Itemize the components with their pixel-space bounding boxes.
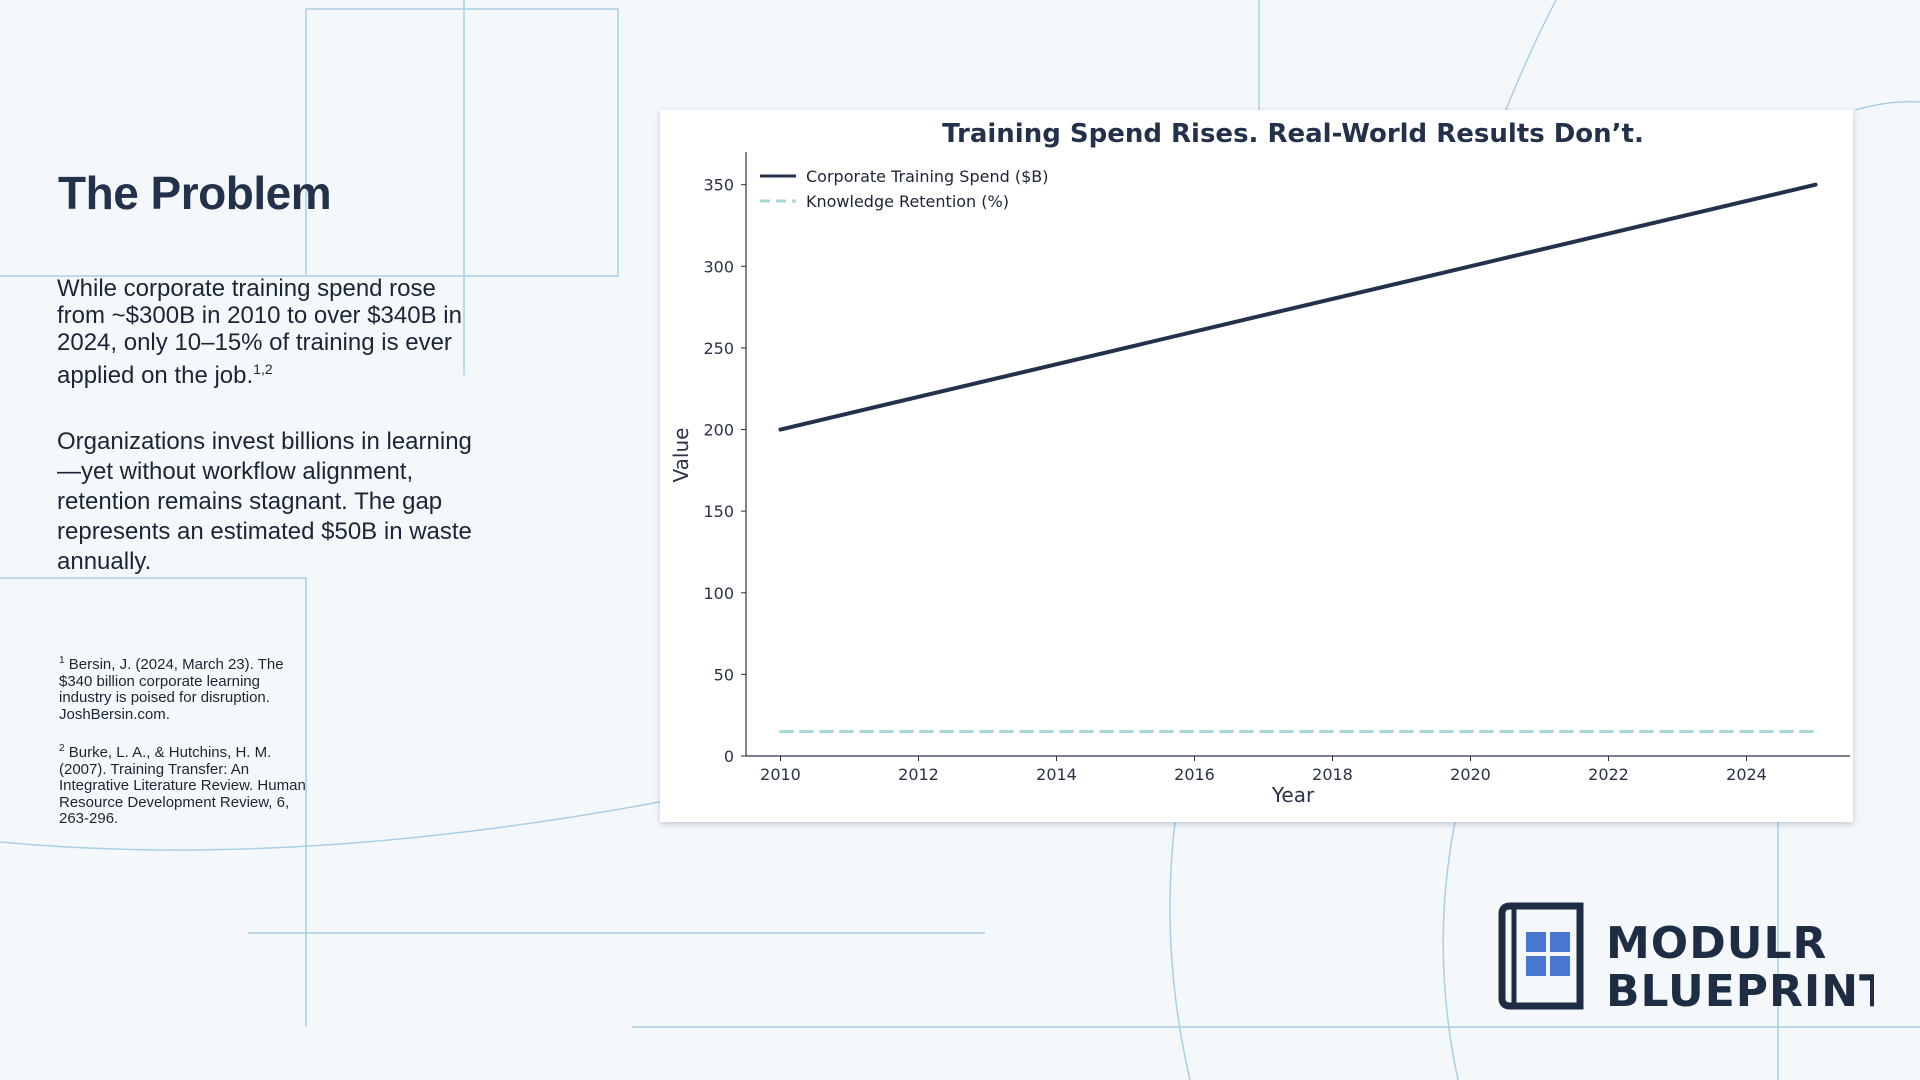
blueprint-book-icon: [1498, 902, 1584, 1010]
logo-line-2: BLUEPRINT: [1606, 966, 1874, 1017]
y-tick-label: 250: [703, 339, 734, 358]
footnote-text: Bersin, J. (2024, March 23). The $340 bi…: [59, 656, 284, 723]
gap-paragraph: Organizations invest billions in learnin…: [57, 428, 472, 575]
x-tick-label: 2018: [1312, 765, 1353, 784]
logo-line-1: MODULR: [1606, 918, 1827, 969]
chart-axes: [745, 152, 1850, 757]
x-tick-label: 2014: [1036, 765, 1077, 784]
legend-label: Knowledge Retention (%): [806, 192, 1009, 211]
y-tick-label: 300: [703, 257, 734, 276]
line-chart: Training Spend Rises. Real-World Results…: [669, 119, 1850, 807]
y-axis-label: Value: [669, 428, 693, 483]
footnotes: 1 Bersin, J. (2024, March 23). The $340 …: [59, 653, 314, 846]
footnote-2: 2 Burke, L. A., & Hutchins, H. M. (2007)…: [59, 741, 314, 828]
x-tick-label: 2024: [1726, 765, 1767, 784]
x-axis-label: Year: [1271, 783, 1315, 807]
x-tick-label: 2016: [1174, 765, 1215, 784]
x-tick-label: 2012: [898, 765, 939, 784]
intro-text: While corporate training spend rose from…: [57, 275, 462, 389]
legend-label: Corporate Training Spend ($B): [806, 167, 1048, 186]
slide-title: The Problem: [58, 167, 332, 219]
y-tick-label: 100: [703, 584, 734, 603]
series-line-1: [778, 182, 1818, 432]
y-tick-label: 50: [714, 665, 734, 684]
intro-reference-markers: 1,2: [253, 361, 273, 377]
chart-card: Training Spend Rises. Real-World Results…: [660, 110, 1853, 822]
intro-paragraph: While corporate training spend rose from…: [57, 275, 477, 389]
chart-legend: Corporate Training Spend ($B) Knowledge R…: [760, 167, 1048, 211]
x-tick-label: 2010: [760, 765, 801, 784]
y-tick-label: 350: [703, 176, 734, 195]
company-logo: MODULR BLUEPRINT: [1498, 902, 1874, 1017]
footnote-text: Burke, L. A., & Hutchins, H. M. (2007). …: [59, 744, 306, 827]
chart-ticks: 2010 2012 2014 2016 2018 2020 2022 2024 0 50 100 15…: [703, 176, 1766, 784]
chart-title: Training Spend Rises. Real-World Results…: [942, 119, 1644, 149]
footnote-marker: 1: [59, 655, 65, 666]
footnote-marker: 2: [59, 743, 65, 754]
y-tick-label: 200: [703, 421, 734, 440]
x-tick-label: 2022: [1588, 765, 1629, 784]
footnote-1: 1 Bersin, J. (2024, March 23). The $340 …: [59, 653, 314, 723]
y-tick-label: 0: [724, 747, 734, 766]
chart-series: [778, 182, 1818, 734]
y-tick-label: 150: [703, 502, 734, 521]
x-tick-label: 2020: [1450, 765, 1491, 784]
